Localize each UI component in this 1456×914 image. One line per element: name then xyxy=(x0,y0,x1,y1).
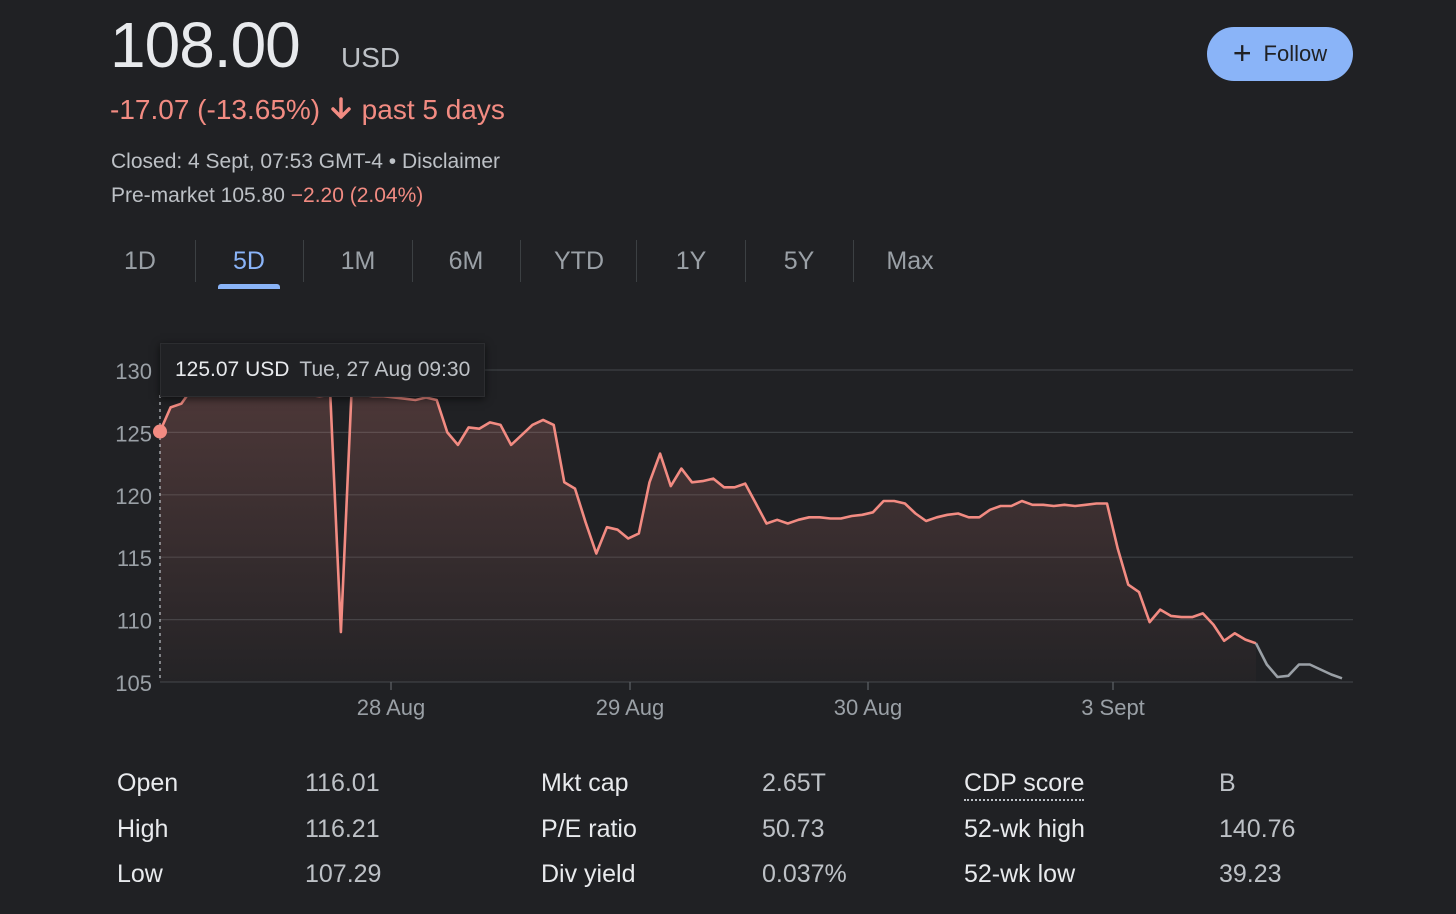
current-price: 108.00 xyxy=(110,9,301,81)
tab-label: 5D xyxy=(233,247,265,275)
stat-pe-value: 50.73 xyxy=(762,815,825,843)
stat-high-label: High xyxy=(117,815,169,843)
tab-6m[interactable]: 6M xyxy=(416,236,516,286)
stat-cdp-label[interactable]: CDP score xyxy=(964,769,1085,801)
tab-divider xyxy=(745,240,746,282)
stat-52wk-high-label: 52-wk high xyxy=(964,815,1085,843)
chart-tooltip: 125.07 USD Tue, 27 Aug 09:30 xyxy=(160,343,486,397)
price-chart[interactable]: 130 125 120 115 110 105 28 Aug 29 Aug 30 Aug 3 Se… xyxy=(0,300,1456,740)
tab-divider xyxy=(195,240,196,282)
price-area-fill xyxy=(160,380,1256,682)
tab-1m[interactable]: 1M xyxy=(308,236,408,286)
change-period: past 5 days xyxy=(361,94,505,125)
stat-open-label: Open xyxy=(117,769,179,797)
x-tick-label: 3 Sept xyxy=(1081,695,1145,720)
stat-52wk-high-value: 140.76 xyxy=(1219,815,1296,843)
stat-low-value: 107.29 xyxy=(305,860,382,888)
premarket-info: Pre-market 105.80 −2.20 (2.04%) xyxy=(111,184,423,208)
tab-divider xyxy=(412,240,413,282)
stat-divyield-value: 0.037% xyxy=(762,860,847,888)
tab-divider xyxy=(853,240,854,282)
premarket-change: −2.20 (2.04%) xyxy=(290,184,424,207)
tab-divider xyxy=(636,240,637,282)
active-tab-indicator xyxy=(218,284,280,289)
tab-label: YTD xyxy=(554,247,604,275)
stat-open-value: 116.01 xyxy=(305,769,380,797)
tab-5d[interactable]: 5D xyxy=(199,236,299,289)
plus-icon: + xyxy=(1232,34,1252,71)
follow-button-label: Follow xyxy=(1263,41,1328,66)
tab-1y[interactable]: 1Y xyxy=(641,236,741,286)
stat-cdp-value: B xyxy=(1219,769,1236,797)
y-tick-label: 125 xyxy=(115,421,152,446)
stat-divyield-label: Div yield xyxy=(541,860,636,888)
tab-5y[interactable]: 5Y xyxy=(749,236,849,286)
stat-mktcap-value: 2.65T xyxy=(762,769,826,797)
tooltip-date: Tue, 27 Aug 09:30 xyxy=(299,358,471,381)
tab-label: 6M xyxy=(448,247,484,275)
y-tick-label: 120 xyxy=(115,484,152,509)
stat-52wk-low-label: 52-wk low xyxy=(964,860,1076,888)
tab-ytd[interactable]: YTD xyxy=(529,236,629,286)
stat-low-label: Low xyxy=(117,860,163,888)
follow-button[interactable]: + Follow xyxy=(1207,27,1353,81)
currency-label: USD xyxy=(341,42,401,73)
stat-mktcap-label: Mkt cap xyxy=(541,769,629,797)
y-tick-label: 130 xyxy=(115,359,152,384)
change-value: -17.07 (-13.65%) xyxy=(110,94,321,125)
tab-label: Max xyxy=(886,247,934,275)
tab-max[interactable]: Max xyxy=(860,236,960,286)
premarket-price: Pre-market 105.80 xyxy=(111,184,285,207)
tab-label: 1D xyxy=(124,247,156,275)
stat-high-value: 116.21 xyxy=(305,815,380,843)
tab-label: 1M xyxy=(340,247,376,275)
y-tick-label: 110 xyxy=(117,609,152,634)
hover-point xyxy=(153,424,167,439)
stat-52wk-low-value: 39.23 xyxy=(1219,860,1282,888)
stat-pe-label: P/E ratio xyxy=(541,815,637,843)
x-tick-label: 30 Aug xyxy=(834,695,903,720)
tab-label: 1Y xyxy=(675,247,707,275)
tab-label: 5Y xyxy=(783,247,815,275)
premarket-line xyxy=(1254,642,1343,680)
tooltip-value: 125.07 USD xyxy=(175,358,290,381)
tab-1d[interactable]: 1D xyxy=(90,236,190,286)
y-tick-label: 115 xyxy=(117,546,152,571)
arrow-down-icon xyxy=(330,96,352,128)
tab-divider xyxy=(303,240,304,282)
y-tick-label: 105 xyxy=(115,671,152,696)
x-tick-label: 28 Aug xyxy=(357,695,426,720)
price-line xyxy=(158,378,1257,645)
tab-divider xyxy=(520,240,521,282)
x-tick-label: 29 Aug xyxy=(596,695,665,720)
price-change: -17.07 (-13.65%) past 5 days xyxy=(110,94,505,128)
market-status: Closed: 4 Sept, 07:53 GMT-4 • Disclaimer xyxy=(111,150,501,173)
